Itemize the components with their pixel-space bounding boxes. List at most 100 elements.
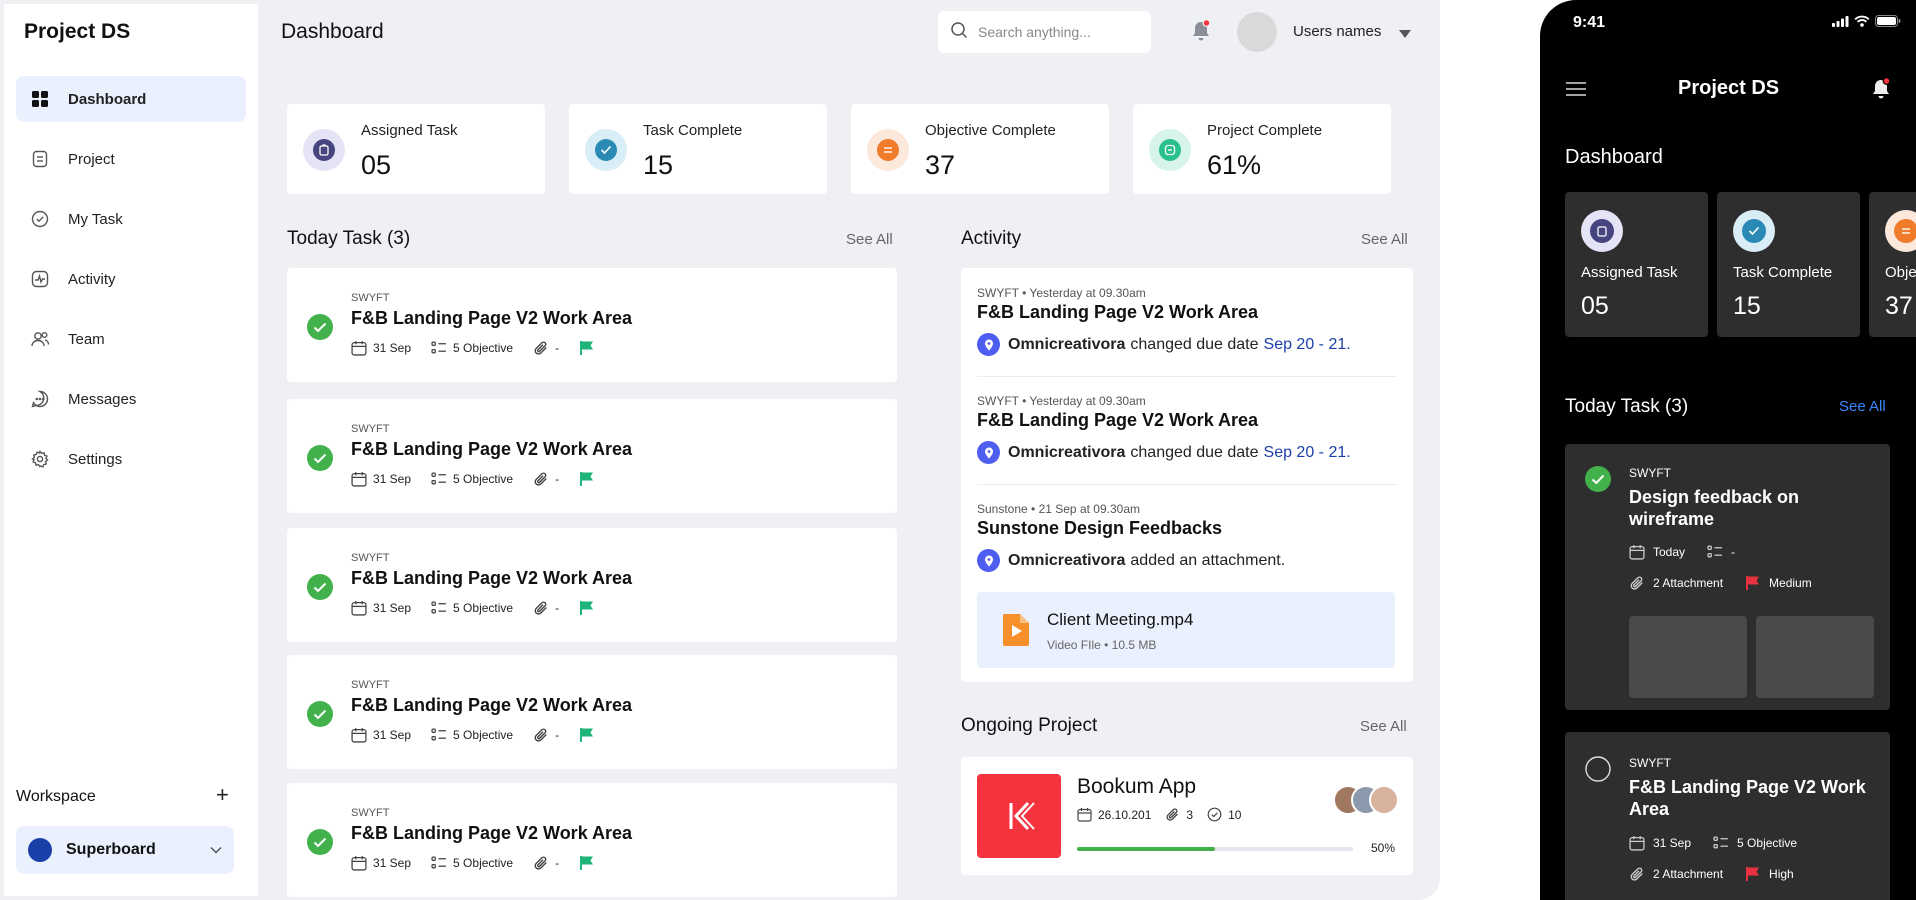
stat-label: Obje xyxy=(1885,264,1916,281)
check-circle-icon[interactable] xyxy=(1585,466,1611,497)
user-name[interactable]: Users names xyxy=(1293,23,1382,40)
attachment-thumbnail[interactable] xyxy=(1629,616,1747,698)
task-org: SWYFT xyxy=(351,679,390,691)
task-objective: 5 Objective xyxy=(1737,836,1798,850)
paperclip-icon xyxy=(1166,808,1179,821)
task-title: F&B Landing Page V2 Work Area xyxy=(351,823,633,843)
search-input[interactable] xyxy=(978,24,1138,40)
mobile-stat-card: Obje 37 xyxy=(1869,192,1916,337)
mobile-see-all-link[interactable]: See All xyxy=(1839,398,1886,415)
paperclip-icon xyxy=(1630,867,1643,881)
divider xyxy=(977,484,1397,485)
check-circle-icon xyxy=(30,209,50,229)
task-card[interactable]: SWYFT F&B Landing Page V2 Work Area 31 Sep… xyxy=(287,528,897,642)
activity-user[interactable]: Omnicreativora xyxy=(1008,335,1126,353)
sidebar-item-team[interactable]: Team xyxy=(16,316,246,362)
activity-meta: SWYFT • Yesterday at 09.30am xyxy=(977,394,1146,408)
workspace-title: Workspace xyxy=(16,788,96,805)
activity-icon xyxy=(30,269,50,289)
file-info: Video FIle • 10.5 MB xyxy=(1047,638,1157,652)
hamburger-menu-icon[interactable] xyxy=(1565,81,1587,102)
ongoing-see-all-link[interactable]: See All xyxy=(1360,718,1407,735)
task-date: Today xyxy=(1653,545,1686,559)
sidebar-item-messages[interactable]: Messages xyxy=(16,376,246,422)
task-objective: - xyxy=(1731,545,1736,559)
brand-logo-text: Project DS xyxy=(24,20,131,43)
task-card[interactable]: SWYFT F&B Landing Page V2 Work Area 31 Sep… xyxy=(287,783,897,897)
user-avatar[interactable] xyxy=(1237,12,1277,52)
check-circle-icon[interactable] xyxy=(307,574,333,600)
list-icon xyxy=(431,856,446,869)
task-objective: 5 Objective xyxy=(453,728,514,742)
paperclip-icon xyxy=(534,341,547,355)
sidebar-item-label: Settings xyxy=(68,450,123,468)
task-card[interactable]: SWYFT F&B Landing Page V2 Work Area 31 Sep… xyxy=(287,268,897,382)
stat-card-objective-complete: Objective Complete 37 xyxy=(851,104,1109,194)
search-box[interactable] xyxy=(938,11,1151,53)
battery-icon xyxy=(1875,15,1901,27)
mobile-task-card[interactable]: SWYFT Design feedback on wireframe Today… xyxy=(1565,444,1890,710)
attachment-file[interactable]: Client Meeting.mp4 Video FIle • 10.5 MB xyxy=(977,592,1395,668)
check-circle-icon[interactable] xyxy=(307,829,333,855)
task-card[interactable]: SWYFT F&B Landing Page V2 Work Area 31 Sep… xyxy=(287,399,897,513)
check-circle-icon[interactable] xyxy=(307,445,333,471)
attachment-thumbnail[interactable] xyxy=(1756,616,1874,698)
notification-bell-icon[interactable] xyxy=(1190,19,1212,48)
task-org: SWYFT xyxy=(351,292,390,304)
list-icon xyxy=(431,472,446,485)
signal-icon xyxy=(1832,15,1849,27)
activity-meta: SWYFT • Yesterday at 09.30am xyxy=(977,286,1146,300)
task-meta: 31 Sep 5 Objective - xyxy=(351,471,621,487)
mobile-brand: Project DS xyxy=(1678,77,1780,99)
task-meta-row: 31 Sep 5 Objective xyxy=(1629,835,1819,851)
stat-icon-bg xyxy=(867,129,909,171)
today-see-all-link[interactable]: See All xyxy=(846,231,893,248)
activity-title: F&B Landing Page V2 Work Area xyxy=(977,410,1259,430)
mobile-bell-icon[interactable] xyxy=(1870,77,1892,106)
activity-item[interactable]: Sunstone • 21 Sep at 09.30am Sunstone De… xyxy=(977,502,1397,572)
status-time: 9:41 xyxy=(1573,14,1606,31)
task-card[interactable]: SWYFT F&B Landing Page V2 Work Area 31 Sep… xyxy=(287,655,897,769)
task-org: SWYFT xyxy=(1629,466,1671,480)
task-attachments: - xyxy=(555,601,560,615)
chat-icon xyxy=(30,389,50,409)
project-attachments: 3 xyxy=(1186,807,1194,822)
task-attachments: 2 Attachment xyxy=(1653,576,1724,590)
task-priority: Medium xyxy=(1769,576,1812,590)
gear-icon xyxy=(30,449,50,469)
task-objective: 5 Objective xyxy=(453,472,514,486)
sidebar-item-my-task[interactable]: My Task xyxy=(16,196,246,242)
check-circle-icon[interactable] xyxy=(307,314,333,340)
activity-user[interactable]: Omnicreativora xyxy=(1008,443,1126,461)
stat-icon-bg xyxy=(1885,210,1916,252)
task-meta-row: 2 Attachment High xyxy=(1629,866,1816,882)
check-circle-icon[interactable] xyxy=(307,701,333,727)
stat-icon-bg xyxy=(1149,129,1191,171)
activity-see-all-link[interactable]: See All xyxy=(1361,231,1408,248)
mobile-task-card[interactable]: SWYFT F&B Landing Page V2 Work Area 31 S… xyxy=(1565,732,1890,900)
activity-action: added an attachment. xyxy=(1130,551,1286,569)
list-icon xyxy=(877,139,899,161)
stat-card-task-complete: Task Complete 15 xyxy=(569,104,827,194)
project-tasks: 10 xyxy=(1228,807,1242,822)
empty-circle-icon[interactable] xyxy=(1585,756,1611,787)
sidebar-item-settings[interactable]: Settings xyxy=(16,436,246,482)
workspace-select[interactable]: Superboard xyxy=(16,826,234,874)
project-name: Bookum App xyxy=(1077,775,1197,798)
paperclip-icon xyxy=(534,856,547,870)
search-icon xyxy=(950,21,968,44)
add-workspace-button[interactable]: + xyxy=(216,782,229,807)
stat-value: 05 xyxy=(1581,292,1609,320)
sidebar-item-dashboard[interactable]: Dashboard xyxy=(16,76,246,122)
project-card[interactable]: Bookum App 26.10.201 3 10 50% xyxy=(961,757,1413,875)
activity-user[interactable]: Omnicreativora xyxy=(1008,551,1126,569)
calendar-icon xyxy=(1077,808,1092,822)
chevron-down-icon xyxy=(210,841,222,859)
task-meta-row: 2 Attachment Medium xyxy=(1629,575,1834,591)
activity-item[interactable]: SWYFT • Yesterday at 09.30am F&B Landing… xyxy=(977,286,1397,356)
stat-value: 05 xyxy=(361,150,392,180)
activity-item[interactable]: SWYFT • Yesterday at 09.30am F&B Landing… xyxy=(977,394,1397,464)
sidebar-item-activity[interactable]: Activity xyxy=(16,256,246,302)
sidebar-item-project[interactable]: Project xyxy=(16,136,246,182)
caret-down-icon[interactable] xyxy=(1399,26,1411,44)
